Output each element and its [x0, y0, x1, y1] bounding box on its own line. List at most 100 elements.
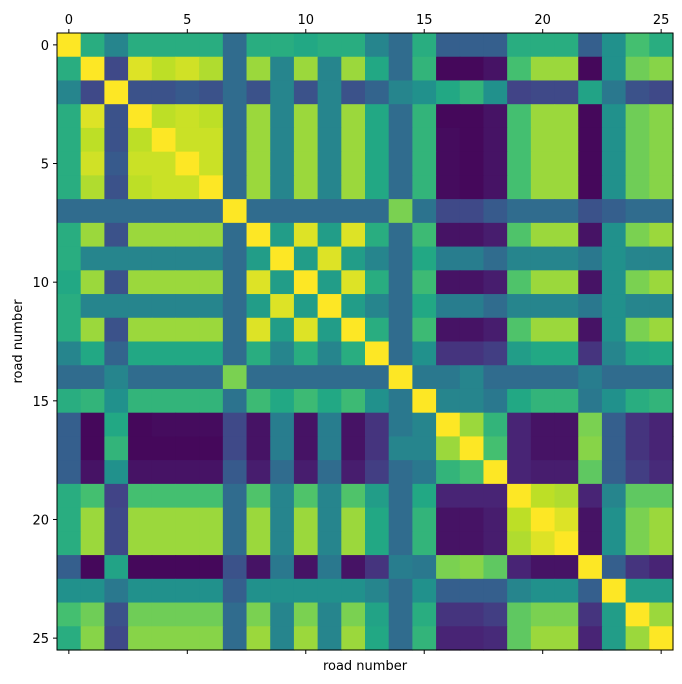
heatmap-cell: [625, 412, 650, 438]
heatmap-cell: [270, 578, 295, 604]
heatmap-cell: [578, 317, 603, 343]
heatmap-cell: [483, 270, 508, 295]
heatmap-cell: [412, 460, 437, 485]
heatmap-cell: [649, 602, 674, 627]
heatmap-cell: [459, 602, 485, 627]
heatmap-cell: [341, 270, 366, 295]
heatmap-cell: [625, 578, 650, 604]
heatmap-cell: [507, 175, 532, 200]
heatmap-cell: [246, 33, 271, 58]
heatmap-cell: [293, 578, 319, 604]
heatmap-cell: [175, 317, 200, 343]
heatmap-cell: [246, 483, 271, 509]
heatmap-cell: [578, 341, 603, 366]
heatmap-cell: [151, 104, 177, 129]
heatmap-cell: [222, 578, 248, 604]
heatmap-cell: [293, 33, 319, 58]
heatmap-cell: [601, 127, 627, 153]
heatmap-cell: [483, 246, 508, 271]
heatmap-cell: [270, 199, 295, 224]
heatmap-cell: [293, 483, 319, 509]
heatmap-cell: [175, 80, 200, 105]
heatmap-cell: [199, 175, 224, 200]
heatmap-cell: [270, 460, 295, 485]
heatmap-cell: [649, 151, 674, 176]
heatmap-cell: [530, 104, 556, 129]
x-tick-label: 5: [183, 13, 191, 28]
heatmap-cell: [222, 270, 248, 295]
heatmap-cell: [57, 246, 82, 271]
heatmap-cell: [128, 460, 153, 485]
heatmap-cell: [341, 531, 366, 556]
heatmap-cell: [293, 602, 319, 627]
heatmap-cell: [57, 341, 82, 366]
heatmap-cell: [199, 578, 224, 604]
heatmap-cell: [246, 436, 271, 461]
heatmap-cell: [601, 412, 627, 438]
heatmap-cell: [530, 222, 556, 248]
heatmap-cell: [578, 33, 603, 58]
heatmap-cell: [388, 104, 413, 129]
heatmap-cell: [388, 246, 413, 271]
heatmap-cell: [104, 151, 129, 176]
heatmap-cell: [554, 602, 579, 627]
heatmap-cell: [578, 626, 603, 651]
heatmap-cell: [270, 388, 295, 414]
heatmap-cell: [104, 507, 129, 532]
heatmap-cell: [412, 578, 437, 604]
heatmap-cell: [388, 388, 413, 414]
heatmap-cell: [246, 555, 271, 580]
heatmap-cell: [246, 270, 271, 295]
heatmap-cell: [104, 33, 129, 58]
heatmap-cell: [222, 294, 248, 319]
heatmap-cell: [483, 104, 508, 129]
heatmap-cell: [317, 80, 342, 105]
heatmap-cell: [483, 199, 508, 224]
heatmap-cell: [293, 412, 319, 438]
heatmap-cell: [57, 175, 82, 200]
heatmap-cell: [199, 127, 224, 153]
heatmap-cell: [270, 365, 295, 390]
heatmap-cell: [388, 56, 413, 82]
heatmap-cell: [483, 626, 508, 651]
heatmap-cell: [151, 270, 177, 295]
heatmap-cell: [222, 365, 248, 390]
heatmap-cell: [57, 555, 82, 580]
heatmap-cell: [578, 412, 603, 438]
heatmap-cell: [80, 412, 105, 438]
heatmap-cell: [436, 294, 461, 319]
heatmap-cell: [317, 175, 342, 200]
heatmap-cell: [222, 531, 248, 556]
heatmap-cell: [222, 460, 248, 485]
heatmap-cell: [151, 246, 177, 271]
heatmap-cell: [388, 341, 413, 366]
heatmap-cell: [270, 294, 295, 319]
heatmap-cell: [601, 317, 627, 343]
y-tick-label: 5: [41, 158, 49, 173]
heatmap-cell: [601, 104, 627, 129]
heatmap-cell: [649, 365, 674, 390]
heatmap-cell: [388, 199, 413, 224]
heatmap-cell: [341, 626, 366, 651]
heatmap-cell: [151, 175, 177, 200]
heatmap-cell: [57, 104, 82, 129]
heatmap-cell: [578, 555, 603, 580]
heatmap-cell: [578, 80, 603, 105]
heatmap-cell: [270, 175, 295, 200]
heatmap-cell: [388, 80, 413, 105]
heatmap-cell: [365, 199, 390, 224]
heatmap-cell: [246, 199, 271, 224]
heatmap-cell: [483, 33, 508, 58]
heatmap-cell: [175, 222, 200, 248]
heatmap-cell: [341, 317, 366, 343]
heatmap-cell: [625, 317, 650, 343]
heatmap-cell: [341, 151, 366, 176]
heatmap-cell: [649, 388, 674, 414]
heatmap-cell: [175, 555, 200, 580]
heatmap-cell: [649, 294, 674, 319]
heatmap-cell: [459, 56, 485, 82]
heatmap-cell: [412, 222, 437, 248]
y-tick-label: 10: [32, 276, 49, 291]
heatmap-cell: [625, 602, 650, 627]
